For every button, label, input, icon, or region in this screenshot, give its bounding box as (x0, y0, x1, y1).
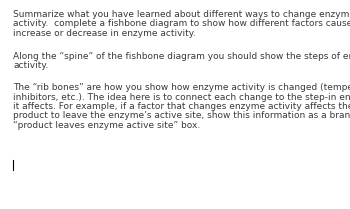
Text: activity.  complete a fishbone diagram to show how different factors cause an: activity. complete a fishbone diagram to… (13, 19, 350, 28)
Text: inhibitors, etc.). The idea here is to connect each change to the step-in enzyme: inhibitors, etc.). The idea here is to c… (13, 93, 350, 102)
Text: Along the “spine” of the fishbone diagram you should show the steps of enzyme: Along the “spine” of the fishbone diagra… (13, 52, 350, 61)
Text: The “rib bones” are how you show how enzyme activity is changed (temperature,: The “rib bones” are how you show how enz… (13, 83, 350, 92)
Text: Summarize what you have learned about different ways to change enzyme: Summarize what you have learned about di… (13, 10, 350, 19)
Text: product to leave the enzyme’s active site, show this information as a branch fro: product to leave the enzyme’s active sit… (13, 111, 350, 121)
Text: activity.: activity. (13, 61, 48, 70)
Text: “product leaves enzyme active site” box.: “product leaves enzyme active site” box. (13, 121, 200, 130)
Text: increase or decrease in enzyme activity.: increase or decrease in enzyme activity. (13, 29, 196, 38)
Text: it affects. For example, if a factor that changes enzyme activity affects the ab: it affects. For example, if a factor tha… (13, 102, 350, 111)
